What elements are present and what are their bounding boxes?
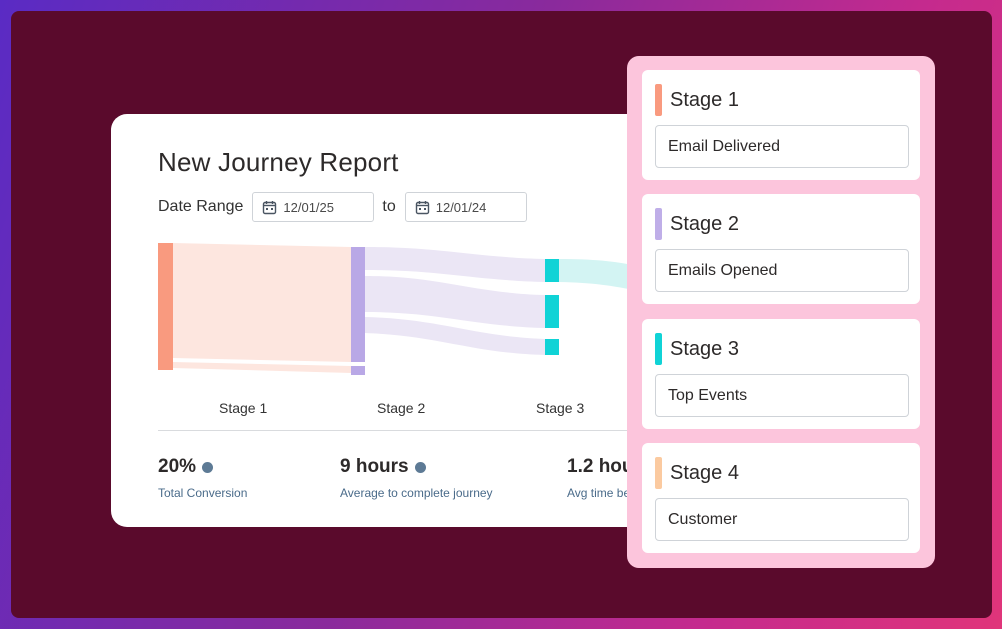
date-to-value: 12/01/24 (435, 199, 487, 215)
stage-card-3: Stage 3 Top Events (642, 319, 920, 429)
stage-title: Stage 4 (670, 461, 739, 484)
flow-stage1-to-stage2-main (173, 243, 351, 362)
divider (158, 430, 671, 431)
metric-total-conversion: 20% Total Conversion (158, 456, 247, 500)
metric-value: 20% (158, 456, 197, 477)
flow-stage1-to-stage2-minor (173, 362, 351, 373)
flow-stage2-to-stage3-a (365, 247, 545, 282)
metric-avg-time-between: 1.2 hou Avg time be (567, 456, 634, 500)
stage-card-4: Stage 4 Customer (642, 443, 920, 553)
info-dot-icon[interactable] (202, 461, 214, 473)
stage-event-field[interactable]: Email Delivered (655, 125, 909, 168)
stage-card-2: Stage 2 Emails Opened (642, 194, 920, 304)
node-stage3-a (545, 259, 559, 282)
stages-panel: Stage 1 Email Delivered Stage 2 Emails O… (627, 56, 935, 568)
stage-color-bar (655, 84, 662, 116)
date-to-input[interactable]: 12/01/24 (404, 192, 527, 222)
metric-label: Total Conversion (158, 486, 248, 500)
report-title: New Journey Report (158, 147, 399, 177)
axis-label-stage1: Stage 1 (219, 400, 268, 416)
date-range-row: Date Range 12/01/25 to (158, 192, 527, 222)
info-dot-icon[interactable] (414, 461, 426, 473)
metric-average-journey-time: 9 hours Average to complete journey (340, 456, 493, 500)
app-frame: New Journey Report Date Range 12/01/25 t… (11, 11, 992, 618)
stage-title: Stage 3 (670, 337, 739, 360)
stage-title: Stage 2 (670, 212, 739, 235)
calendar-icon (263, 200, 277, 214)
date-to-label: to (382, 198, 396, 215)
stage-title: Stage 1 (670, 88, 739, 111)
node-stage2-minor (351, 366, 365, 375)
metric-value: 1.2 hou (567, 456, 634, 477)
flow-stage2-to-stage3-b (365, 276, 545, 328)
stage-card-1: Stage 1 Email Delivered (642, 70, 920, 180)
stage-event-field[interactable]: Customer (655, 498, 909, 541)
date-from-value: 12/01/25 (283, 199, 334, 215)
metric-label: Avg time be (567, 486, 631, 500)
stage-event-field[interactable]: Emails Opened (655, 249, 909, 292)
metric-label: Average to complete journey (340, 486, 493, 500)
axis-label-stage3: Stage 3 (536, 400, 585, 416)
calendar-icon (415, 200, 429, 214)
flow-stage2-to-stage3-c (365, 317, 545, 355)
axis-label-stage2: Stage 2 (377, 400, 426, 416)
metric-value: 9 hours (340, 456, 409, 477)
node-stage1 (158, 243, 173, 370)
date-range-label: Date Range (158, 198, 244, 215)
node-stage3-b (545, 295, 559, 328)
journey-report-card: New Journey Report Date Range 12/01/25 t… (111, 114, 671, 527)
date-from-input[interactable]: 12/01/25 (252, 192, 375, 222)
journey-sankey-chart (158, 243, 671, 375)
stage-color-bar (655, 457, 662, 489)
stage-color-bar (655, 208, 662, 240)
stage-event-field[interactable]: Top Events (655, 374, 909, 417)
stage-color-bar (655, 333, 662, 365)
node-stage3-c (545, 339, 559, 355)
node-stage2-main (351, 247, 365, 362)
